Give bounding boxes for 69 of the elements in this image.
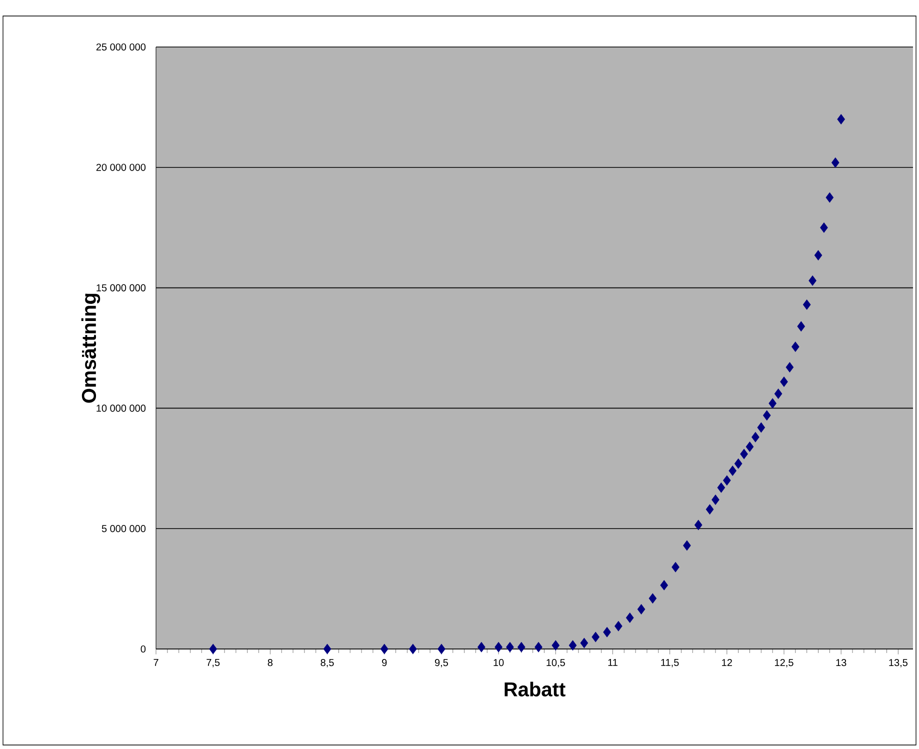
point [802, 300, 811, 310]
point [648, 593, 657, 604]
point [568, 640, 577, 650]
point [494, 642, 502, 652]
point [683, 540, 691, 551]
point [637, 604, 646, 614]
point [723, 475, 731, 486]
x-axis-title: Rabatt [504, 682, 566, 696]
y-tick-label: 0 [140, 645, 146, 653]
x-tick-label: 7 [154, 659, 158, 666]
x-tick-label: 8 [268, 659, 273, 666]
x-tick-label: 10 [494, 659, 504, 666]
point [323, 644, 332, 654]
point [808, 276, 816, 286]
point [409, 644, 417, 654]
point [712, 494, 720, 505]
point [580, 638, 588, 648]
point [534, 642, 542, 652]
x-tick-label: 9 [382, 659, 387, 666]
x-tick-label: 9,5 [434, 659, 448, 668]
point [506, 642, 514, 652]
point [438, 644, 446, 654]
point [380, 644, 388, 654]
y-tick-label: 15 000 000 [96, 284, 146, 292]
point [672, 562, 680, 572]
point [694, 520, 702, 530]
point [826, 192, 834, 203]
x-tick-label: 13 [836, 659, 846, 666]
point [820, 222, 828, 233]
x-tick-label: 12,5 [775, 659, 794, 668]
x-tick-label: 11 [608, 659, 618, 666]
x-tick-label: 11,5 [661, 659, 679, 668]
y-tick-label: 20 000 000 [96, 164, 146, 171]
point [740, 448, 748, 460]
point [832, 158, 840, 168]
point [728, 466, 736, 476]
point [592, 632, 600, 642]
point [209, 644, 217, 654]
point [780, 376, 788, 387]
point [768, 398, 776, 408]
point [626, 612, 634, 623]
y-axis-title: Omsättning [81, 294, 100, 403]
point [837, 114, 845, 124]
x-tick-label: 8,5 [320, 659, 334, 668]
point [603, 627, 611, 638]
point [614, 621, 622, 632]
point [774, 388, 782, 399]
point [552, 640, 560, 650]
point [786, 362, 794, 372]
point [734, 458, 742, 469]
point [518, 642, 526, 652]
point [717, 482, 726, 493]
point [757, 422, 766, 433]
y-tick-label: 10 000 000 [96, 404, 146, 412]
y-tick-label: 5 000 000 [102, 525, 146, 532]
point [814, 250, 822, 260]
point [797, 321, 805, 332]
x-tick-label: 7,5 [206, 659, 220, 668]
x-tick-label: 13,5 [889, 659, 908, 668]
point [746, 442, 754, 452]
point [478, 642, 486, 652]
point [792, 342, 800, 352]
x-tick-label: 10,5 [546, 659, 565, 668]
y-tick-label: 25 000 000 [96, 43, 146, 51]
point [706, 504, 714, 514]
x-tick-label: 12 [722, 659, 732, 666]
point [762, 410, 771, 420]
point [660, 580, 668, 590]
point [752, 432, 760, 442]
